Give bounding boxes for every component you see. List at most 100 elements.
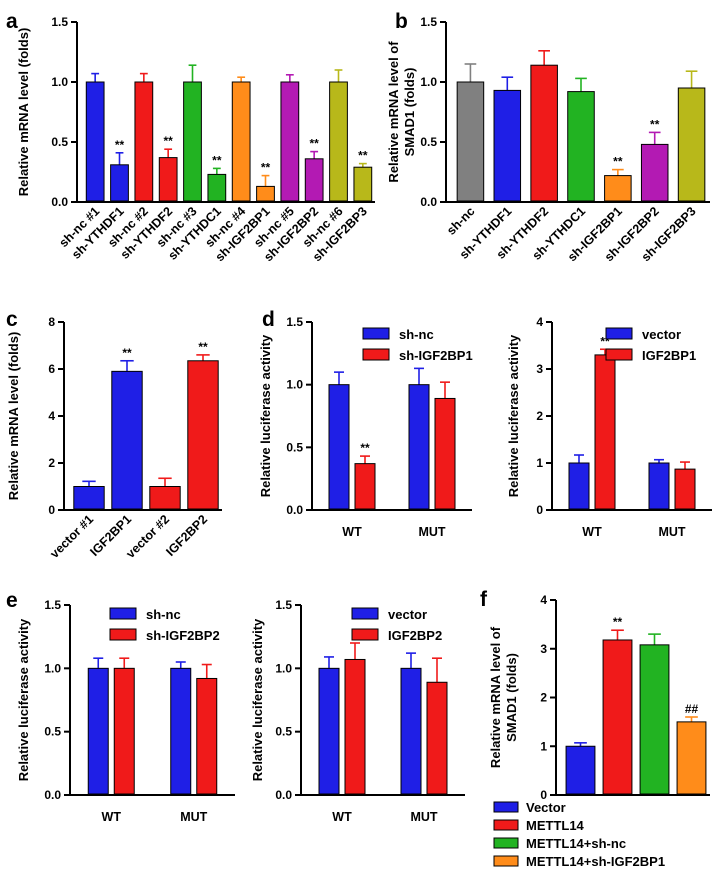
bar [187, 360, 219, 510]
y-tick-label: 0.0 [286, 503, 303, 517]
y-tick-label: 1.5 [420, 15, 437, 29]
y-tick-label: 1.5 [44, 598, 61, 612]
y-tick-label: 1.5 [51, 15, 68, 29]
bar [530, 64, 558, 202]
y-tick-label: 0.0 [51, 195, 68, 209]
y-axis-title-line: Relative mRNA level of [386, 41, 401, 183]
legend-swatch [109, 628, 137, 641]
bar [158, 157, 178, 202]
panel-c-chart: 0 2 4 6 8 Relative mRNA level (folds)c vector … [6, 308, 222, 561]
bar [110, 164, 129, 202]
significance-label: ** [115, 138, 125, 152]
bar [329, 81, 348, 202]
y-tick-label: 0.5 [275, 725, 292, 739]
bar [568, 462, 590, 510]
y-tick-label: 0 [536, 503, 543, 517]
bar [674, 468, 696, 510]
y-axis-title: Relative mRNA level ofSMAD1 (folds) [386, 41, 417, 183]
y-tick-label: 0.5 [286, 440, 303, 454]
y-axis-title: Relative luciferase activity [506, 334, 521, 497]
legend-label: METTL14+sh-nc [526, 836, 626, 851]
bar [134, 81, 154, 202]
panel-letter: a [6, 10, 18, 33]
bar [344, 658, 366, 795]
y-tick-label: 1.0 [420, 75, 437, 89]
panel-letter: d [262, 308, 275, 331]
bar [170, 667, 192, 795]
significance-label: ** [613, 615, 623, 629]
significance-label: ## [685, 702, 699, 716]
legend-label: vector [642, 327, 681, 342]
y-tick-label: 6 [48, 362, 55, 376]
bar [493, 89, 522, 202]
panel-a-chart: 0.0 0.5 1.0 1.5 Relative mRNA level (folds)a… [6, 10, 375, 264]
legend-label: Vector [526, 800, 566, 815]
legend-label: sh-nc [146, 607, 181, 622]
significance-label: ** [261, 161, 271, 175]
category-label: MUT [418, 525, 445, 539]
y-tick-label: 0.5 [51, 135, 68, 149]
y-tick-label: 0.5 [420, 135, 437, 149]
y-tick-label: 2 [48, 456, 55, 470]
significance-label: ** [613, 155, 623, 169]
bar [567, 91, 595, 202]
y-tick-label: 0.0 [44, 788, 61, 802]
panel-f-chart: 0 1 2 3 4 Relative mRNA level ofSMAD1 (folds)… [480, 588, 710, 869]
bar [604, 175, 632, 202]
significance-label: ** [122, 346, 132, 360]
y-tick-label: 4 [540, 593, 547, 607]
y-tick-label: 1 [536, 456, 543, 470]
bar [400, 667, 422, 795]
panel-letter: f [480, 588, 488, 611]
y-tick-label: 4 [48, 409, 55, 423]
panel-e-right-chart: 0.0 0.5 1.0 1.5 Relative luciferase activity… [250, 598, 465, 824]
legend-label: IGF2BP2 [388, 628, 442, 643]
bar [85, 81, 105, 202]
category-label: WT [582, 525, 602, 539]
y-axis-title: Relative mRNA level (folds) [16, 28, 31, 197]
y-axis-title: Relative mRNA level (folds) [6, 332, 21, 501]
panel-d-right-chart: 0 1 2 3 4 Relative luciferase activity ** WT MUT… [506, 315, 712, 539]
bar [408, 384, 430, 510]
y-tick-label: 1.0 [51, 75, 68, 89]
bar [434, 397, 456, 510]
y-tick-label: 0.0 [275, 788, 292, 802]
y-tick-label: 2 [536, 409, 543, 423]
bar [594, 354, 616, 510]
bar [677, 87, 706, 202]
panel-letter: e [6, 589, 18, 612]
bar [87, 667, 109, 795]
y-axis-title-line: Relative mRNA level of [488, 626, 503, 768]
y-tick-label: 0.0 [420, 195, 437, 209]
bar [354, 463, 376, 510]
legend-swatch [605, 348, 633, 361]
y-tick-label: 1 [540, 739, 547, 753]
legend-swatch [493, 855, 519, 867]
category-label: WT [102, 810, 122, 824]
legend-swatch [493, 801, 519, 813]
legend-label: vector [388, 607, 427, 622]
bar [648, 462, 670, 510]
bar [256, 185, 275, 202]
bar [640, 143, 669, 202]
panel-letter: c [6, 308, 18, 331]
legend-swatch [493, 837, 519, 849]
legend-swatch [351, 628, 379, 641]
bar [207, 173, 227, 202]
bar [676, 721, 707, 795]
bar [318, 667, 340, 795]
legend-label: IGF2BP1 [642, 348, 696, 363]
category-label: MUT [658, 525, 685, 539]
y-tick-label: 1.0 [286, 378, 303, 392]
category-label: WT [342, 525, 362, 539]
legend-swatch [493, 819, 519, 831]
bar [602, 639, 633, 795]
significance-label: ** [650, 117, 660, 131]
panel-d-left-chart: 0.0 0.5 1.0 1.5 Relative luciferase activity… [258, 308, 473, 539]
y-tick-label: 8 [48, 315, 55, 329]
bar [328, 384, 350, 510]
y-axis-title: Relative mRNA level ofSMAD1 (folds) [488, 626, 519, 768]
bar [113, 667, 135, 795]
bar [149, 486, 181, 510]
